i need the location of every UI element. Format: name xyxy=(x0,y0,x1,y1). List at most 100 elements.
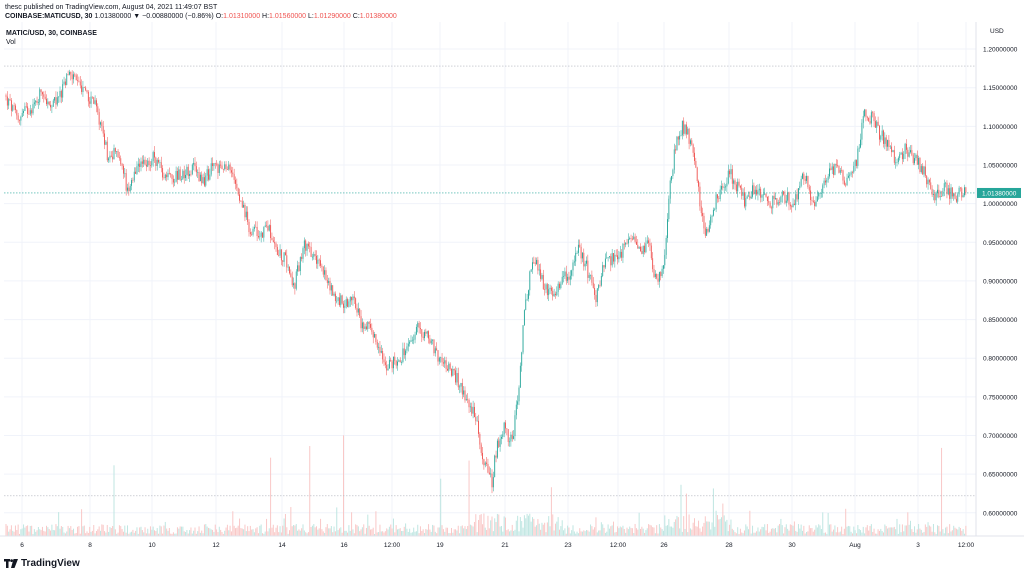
candle-body xyxy=(245,211,247,218)
candle-body xyxy=(179,169,181,180)
candle-body xyxy=(326,280,328,283)
candle-body xyxy=(289,266,290,274)
volume-bar xyxy=(807,531,809,536)
volume-bar xyxy=(379,524,381,536)
candle-body xyxy=(754,189,756,195)
volume-bar xyxy=(519,517,521,536)
volume-bar xyxy=(363,524,365,536)
volume-bar xyxy=(402,530,404,536)
volume-bar xyxy=(446,527,448,536)
candle-body xyxy=(868,117,870,121)
candle-body xyxy=(104,133,105,145)
candle-body xyxy=(946,182,948,195)
candle-body xyxy=(380,351,382,353)
volume-bar xyxy=(198,526,200,536)
candle-body xyxy=(540,269,542,279)
volume-bar xyxy=(413,527,415,536)
volume-bar xyxy=(48,529,50,536)
volume-bar xyxy=(488,528,490,536)
candle-body xyxy=(226,169,228,170)
volume-bar xyxy=(915,532,917,536)
volume-bar xyxy=(745,524,747,536)
candle-body xyxy=(208,169,209,180)
volume-bar xyxy=(664,515,666,536)
volume-bar xyxy=(604,532,606,536)
candle-body xyxy=(244,204,246,218)
candle-body xyxy=(141,161,143,164)
volume-bar xyxy=(854,530,856,536)
y-tick-label: 1.05000000 xyxy=(983,162,1018,169)
candle-body xyxy=(746,196,748,199)
candle-body xyxy=(90,96,92,104)
volume-bar xyxy=(529,513,531,536)
volume-bar xyxy=(37,526,39,536)
volume-bar xyxy=(94,533,96,536)
volume-bar xyxy=(577,533,579,536)
volume-bar xyxy=(320,518,322,536)
volume-bar xyxy=(262,533,263,536)
volume-bar xyxy=(842,533,844,536)
candle-body xyxy=(212,163,213,167)
candle-body xyxy=(299,257,301,272)
candle-body xyxy=(565,271,567,281)
volume-bar xyxy=(394,532,396,536)
volume-bar xyxy=(109,527,111,536)
volume-bar xyxy=(536,525,538,536)
volume-bar xyxy=(421,530,423,536)
volume-bar xyxy=(436,533,438,536)
volume-bar xyxy=(386,528,388,536)
candle-body xyxy=(249,232,251,235)
footer: TradingView xyxy=(0,552,1024,573)
candle-body xyxy=(950,187,952,199)
candle-body xyxy=(935,192,937,201)
volume-bar xyxy=(955,528,957,536)
candle-body xyxy=(185,174,186,179)
candle-body xyxy=(397,361,398,366)
candle-body xyxy=(108,158,110,161)
volume-bar xyxy=(272,524,274,536)
volume-bar xyxy=(964,533,965,536)
candle-body xyxy=(418,322,420,329)
candle-body xyxy=(81,85,83,93)
candle-body xyxy=(544,289,546,290)
candle-body xyxy=(733,180,735,184)
volume-bar xyxy=(868,530,870,536)
tradingview-logo[interactable]: TradingView xyxy=(4,557,80,569)
volume-bar xyxy=(650,525,652,536)
volume-bar xyxy=(357,526,359,536)
candle-body xyxy=(96,100,97,107)
volume-bar xyxy=(743,530,745,536)
candle-body xyxy=(428,331,429,339)
candle-body xyxy=(58,96,60,98)
candle-body xyxy=(221,165,223,169)
volume-bar xyxy=(259,525,261,536)
candle-body xyxy=(31,110,33,114)
candle-body xyxy=(552,290,554,297)
volume-bar xyxy=(476,532,478,536)
volume-bar xyxy=(630,527,632,536)
chart-frame[interactable]: 1.20000000 1.15000000 1.10000000 1.05000000… xyxy=(0,22,1024,552)
candle-body xyxy=(583,252,585,267)
candle-body xyxy=(737,181,739,192)
volume-bar xyxy=(482,524,484,536)
candle-body xyxy=(357,308,359,313)
candle-body xyxy=(347,299,348,307)
candle-body xyxy=(167,172,169,178)
price-chart[interactable]: 1.20000000 1.15000000 1.10000000 1.05000000… xyxy=(0,22,1024,552)
volume-bar xyxy=(617,526,619,536)
candle-body xyxy=(387,368,389,371)
volume-bar xyxy=(151,529,153,536)
candle-body xyxy=(298,265,300,272)
candle-body xyxy=(110,155,112,157)
volume-bar xyxy=(499,526,501,536)
volume-bar xyxy=(415,531,417,536)
candle-body xyxy=(660,272,662,277)
candle-body xyxy=(25,106,27,107)
volume-bar xyxy=(324,532,326,536)
candle-body xyxy=(316,255,317,264)
volume-bar xyxy=(365,527,367,536)
candle-body xyxy=(511,434,513,439)
volume-bar xyxy=(904,525,906,536)
candle-body xyxy=(748,195,749,197)
candle-body xyxy=(324,270,326,275)
